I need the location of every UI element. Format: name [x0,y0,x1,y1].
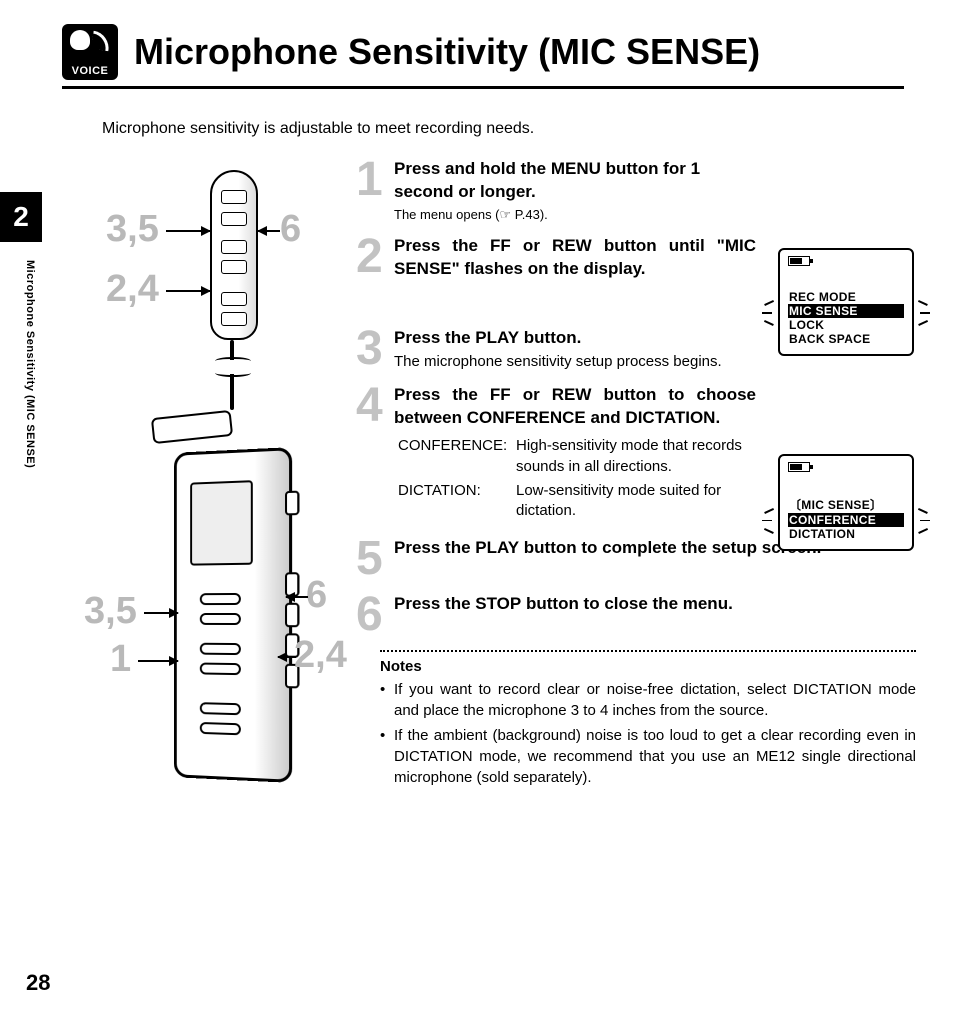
lcd-line: BACK SPACE [788,332,904,346]
lcd-screen-menu: REC MODE MIC SENSE LOCK BACK SPACE [778,248,914,356]
callout-label: 2,4 [106,268,159,311]
callout-arrow [166,230,210,232]
title-row: VOICE Microphone Sensitivity (MIC SENSE) [62,24,904,89]
callout-arrow [278,656,296,658]
step-number: 4 [356,384,394,525]
note-item: If you want to record clear or noise-fre… [380,679,916,721]
step-title: Press the STOP button to close the menu. [394,593,906,616]
battery-icon [788,462,810,472]
cord-break-icon [215,360,251,374]
remote-control-drawing [210,170,258,340]
flash-marks-icon [762,302,780,332]
step-title: Press the FF or REW button until "MIC SE… [394,235,756,281]
step-number: 5 [356,537,394,580]
callout-label: 3,5 [84,590,137,633]
step-number: 1 [356,158,394,223]
mode-description: Low-sensitivity mode suited for dictatio… [516,481,756,522]
notes-list: If you want to record clear or noise-fre… [380,679,916,788]
callout-arrow [166,290,210,292]
notes-separator [380,650,916,652]
chapter-tab: 2 [0,192,42,242]
mode-label: DICTATION: [398,481,516,522]
mode-description: High-sensitivity mode that records sound… [516,436,756,477]
lcd-line: DICTATION [788,527,904,541]
voice-icon: VOICE [62,24,118,80]
callout-label: 1 [110,638,131,681]
callout-label: 6 [280,208,301,251]
callout-arrow [286,596,308,598]
callout-label: 2,4 [294,634,347,677]
step-number: 6 [356,593,394,636]
callout-label: 3,5 [106,208,159,251]
lcd-line: REC MODE [788,290,904,304]
lcd-screen-micsense: 〔MIC SENSE〕 CONFERENCE DICTATION [778,454,914,551]
flash-marks-icon [912,302,930,332]
side-running-head: Microphone Sensitivity (MIC SENSE) [22,260,36,468]
page-number: 28 [26,970,50,996]
recorder-body-drawing [174,447,292,783]
step: 1 Press and hold the MENU button for 1 s… [356,158,916,223]
notes-heading: Notes [380,658,916,675]
flash-marks-icon [912,510,930,540]
step-title: Press and hold the MENU button for 1 sec… [394,158,756,204]
callout-arrow [144,612,178,614]
lcd-line-highlighted: CONFERENCE [788,513,904,527]
callout-arrow [258,230,280,232]
step-subtext: The microphone sensitivity setup process… [394,352,756,372]
lcd-header: 〔MIC SENSE〕 [788,496,904,513]
note-item: If the ambient (background) noise is too… [380,725,916,788]
step-number: 2 [356,235,394,281]
device-illustration: 3,5 2,4 6 3,5 1 6 2,4 [80,160,340,800]
mode-label: CONFERENCE: [398,436,516,477]
battery-icon [788,256,810,266]
audio-plug-drawing [151,410,233,444]
lcd-line-highlighted: MIC SENSE [788,304,904,318]
flash-marks-icon [762,510,780,540]
step-number: 3 [356,327,394,372]
intro-text: Microphone sensitivity is adjustable to … [102,120,534,138]
page-title: Microphone Sensitivity (MIC SENSE) [134,31,760,73]
callout-label: 6 [306,574,327,617]
callout-arrow [138,660,178,662]
voice-icon-label: VOICE [62,65,118,77]
mode-definitions: CONFERENCE: High-sensitivity mode that r… [394,436,756,521]
step-title: Press the PLAY button. [394,327,756,350]
step-subtext: The menu opens (☞ P.43). [394,206,756,224]
lcd-line: LOCK [788,318,904,332]
step-title: Press the FF or REW button to choose bet… [394,384,756,430]
step: 6 Press the STOP button to close the men… [356,593,916,636]
